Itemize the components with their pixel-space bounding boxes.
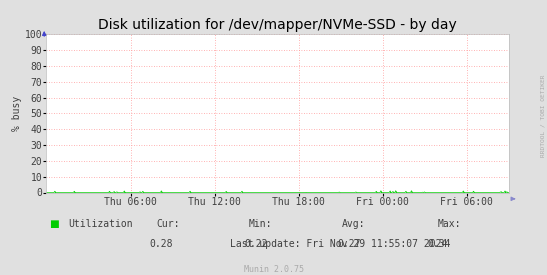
Text: Cur:: Cur: [156, 219, 179, 229]
Text: RRDTOOL / TOBI OETIKER: RRDTOOL / TOBI OETIKER [541, 74, 546, 157]
Text: Avg:: Avg: [342, 219, 365, 229]
Text: 0.34: 0.34 [428, 239, 451, 249]
Text: Min:: Min: [249, 219, 272, 229]
Text: 0.27: 0.27 [337, 239, 360, 249]
Text: Munin 2.0.75: Munin 2.0.75 [243, 265, 304, 274]
Text: Last update: Fri Nov 29 11:55:07 2024: Last update: Fri Nov 29 11:55:07 2024 [230, 239, 448, 249]
Text: Utilization: Utilization [68, 219, 133, 229]
Text: Max:: Max: [438, 219, 461, 229]
Y-axis label: % busy: % busy [12, 96, 22, 131]
Text: 0.22: 0.22 [245, 239, 267, 249]
Text: 0.28: 0.28 [150, 239, 173, 249]
Text: ■: ■ [49, 219, 59, 229]
Title: Disk utilization for /dev/mapper/NVMe-SSD - by day: Disk utilization for /dev/mapper/NVMe-SS… [98, 18, 457, 32]
